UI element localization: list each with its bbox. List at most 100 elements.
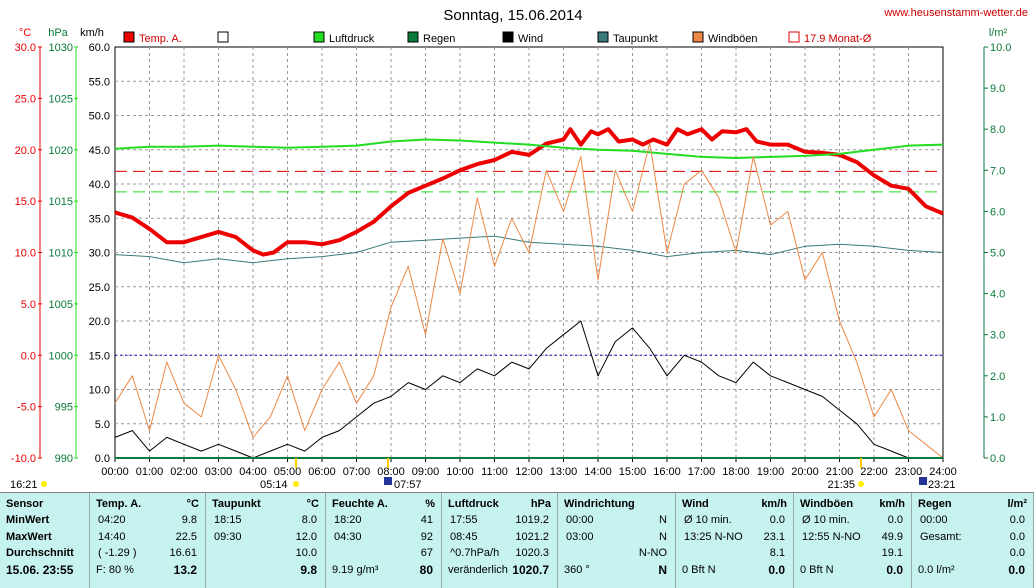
wind-axis-tick-label: 30.0: [89, 248, 110, 260]
press-header: Luftdruck: [448, 498, 499, 510]
stats-column-rain: Regen l/m² 00:00 0.0 Gesamt: 0.0 0.0 0.0…: [912, 493, 1034, 588]
press-footer-note: veränderlich: [448, 564, 508, 576]
sun-icon: [41, 481, 47, 487]
temp-axis-tick-label: -10.0: [11, 453, 36, 465]
legend-label: Luftdruck: [329, 33, 375, 45]
pressure-axis-tick-label: 1000: [49, 350, 73, 362]
press-row1-time: 08:45: [450, 531, 478, 543]
x-tick-label: 13:00: [550, 466, 578, 478]
wind-axis-tick-label: 20.0: [89, 316, 110, 328]
wind-axis-tick-label: 0.0: [95, 453, 110, 465]
temp-axis-tick-label: 10.0: [15, 248, 36, 260]
x-tick-label: 04:00: [239, 466, 267, 478]
row-label-avg: Durchschnitt: [6, 547, 74, 559]
rain-axis-tick-label: 6.0: [990, 206, 1005, 218]
dew-current-value: 9.8: [300, 563, 317, 577]
temp-unit-label: °C: [19, 27, 31, 39]
wind-axis-tick-label: 25.0: [89, 282, 110, 294]
series-line-temp-a-: [114, 127, 944, 257]
wind-row2-value: 8.1: [769, 547, 785, 559]
series-line-taupunkt: [114, 235, 944, 264]
press-row2-value: 1020.3: [515, 547, 549, 559]
stats-column-press: Luftdruck hPa 17:55 1019.2 08:45 1021.2 …: [442, 493, 558, 588]
sensor-header: Sensor: [6, 498, 44, 510]
temp-row0-time: 04:20: [98, 514, 126, 526]
hum-unit: %: [425, 498, 435, 510]
x-tick-label: 07:00: [343, 466, 371, 478]
gust-header: Windböen: [800, 498, 854, 510]
gust-current-value: 0.0: [886, 563, 903, 577]
hum-row1-value: 92: [420, 531, 433, 543]
legend-label: Wind: [518, 33, 543, 45]
legend-swatch: [788, 31, 800, 43]
x-tick-label: 12:00: [515, 466, 543, 478]
gust-unit: km/h: [879, 498, 905, 510]
rain-axis-tick-label: 0.0: [990, 453, 1005, 465]
sunset-time: 21:35: [827, 479, 855, 491]
x-tick-label: 23:00: [895, 466, 923, 478]
rain-axis-tick-label: 5.0: [990, 248, 1005, 260]
temp-current-value: 13.2: [173, 563, 197, 577]
wind-axis-tick-label: 45.0: [89, 145, 110, 157]
rain-row1-value: 0.0: [1009, 531, 1025, 543]
stats-column-wind: Wind km/h Ø 10 min. 0.0 13:25 N-NO 23.1 …: [676, 493, 794, 588]
hum-current-value: 80: [419, 563, 433, 577]
time-label-left: 16:21: [10, 479, 38, 491]
moonrise-icon: [919, 477, 927, 485]
rain-unit: l/m²: [1007, 498, 1027, 510]
wind-axis-tick-label: 5.0: [95, 419, 110, 431]
legend-swatch: [407, 31, 419, 43]
stats-timestamp: 15.06. 23:55: [6, 563, 74, 577]
temp-axis-tick-label: 5.0: [21, 299, 36, 311]
rain-footer-note: 0.0 l/m²: [918, 564, 955, 576]
hum-row0-value: 41: [420, 514, 433, 526]
temp-axis-tick-label: 0.0: [21, 350, 36, 362]
weather-chart: 00:00 01:00 02:00 03:00 04:00 05:00 06:00 07:00…: [10, 7, 1028, 491]
wind-row0-value: 0.0: [769, 514, 785, 526]
hum-row2-value: 67: [420, 547, 433, 559]
pressure-axis-tick-label: 1020: [49, 145, 73, 157]
x-tick-label: 16:00: [653, 466, 681, 478]
wind-unit: km/h: [761, 498, 787, 510]
series-line-luftdruck: [114, 138, 944, 159]
press-row0-time: 17:55: [450, 514, 478, 526]
site-url: www.heusenstamm-wetter.de: [883, 7, 1028, 19]
temp-row1-time: 14:40: [98, 531, 126, 543]
dir-row0-value: N: [659, 514, 667, 526]
temp-header: Temp. A.: [96, 498, 142, 510]
temp-footer-note: F: 80 %: [96, 564, 134, 576]
gust-row2-value: 19.1: [881, 547, 903, 559]
press-unit: hPa: [530, 498, 551, 510]
pressure-axis-tick-label: 995: [55, 402, 73, 414]
wind-row0-time: Ø 10 min.: [684, 514, 732, 526]
dew-unit: °C: [306, 498, 319, 510]
stats-column-gust: Windböen km/h Ø 10 min. 0.0 12:55 N-NO 4…: [794, 493, 912, 588]
temp-axis-tick-label: 25.0: [15, 93, 36, 105]
x-tick-label: 06:00: [308, 466, 336, 478]
x-tick-label: 24:00: [929, 466, 957, 478]
x-tick-label: 09:00: [412, 466, 440, 478]
rain-header: Regen: [918, 498, 952, 510]
legend-swatch: [692, 31, 704, 43]
wind-axis-tick-label: 55.0: [89, 76, 110, 88]
rain-row2-value: 0.0: [1009, 547, 1025, 559]
dir-current-value: N: [658, 563, 667, 577]
x-tick-label: 10:00: [446, 466, 474, 478]
legend-label: 17.9 Monat-Ø: [804, 33, 872, 45]
pressure-axis-tick-label: 1025: [49, 93, 73, 105]
legend-swatch: [217, 31, 229, 43]
pressure-axis-tick-label: 1030: [49, 42, 73, 54]
gust-footer-note: 0 Bft N: [800, 564, 834, 576]
rain-axis-tick-label: 7.0: [990, 165, 1005, 177]
moonset-time: 07:57: [394, 479, 422, 491]
stats-panel: Sensor MinWert MaxWert Durchschnitt 15.0…: [0, 492, 1034, 588]
x-tick-label: 17:00: [688, 466, 716, 478]
rain-axis-tick-label: 2.0: [990, 371, 1005, 383]
temp-axis-tick-label: 15.0: [15, 196, 36, 208]
wind-footer-note: 0 Bft N: [682, 564, 716, 576]
pressure-axis-tick-label: 1010: [49, 248, 73, 260]
x-tick-label: 03:00: [205, 466, 233, 478]
x-tick-label: 18:00: [722, 466, 750, 478]
rain-axis-tick-label: 10.0: [990, 42, 1011, 54]
chart-title: Sonntag, 15.06.2014: [443, 7, 582, 24]
